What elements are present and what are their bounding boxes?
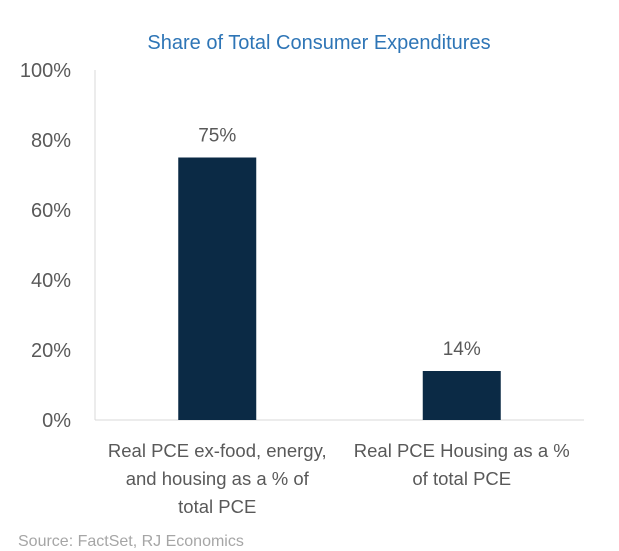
y-axis-ticks: 0% 20% 40% 60% 80% 100% xyxy=(20,60,71,432)
data-labels: 75% 14% xyxy=(198,126,481,361)
data-label: 75% xyxy=(198,126,236,147)
bar xyxy=(178,157,257,420)
x-axis-labels: Real PCE ex-food, energy, and housing as … xyxy=(108,440,570,517)
bars xyxy=(178,157,501,420)
chart-title: Share of Total Consumer Expenditures xyxy=(147,32,490,54)
y-tick-label: 0% xyxy=(42,410,71,432)
y-tick-label: 20% xyxy=(31,340,71,362)
category-label: Real PCE Housing as a % of total PCE xyxy=(354,440,570,489)
bar xyxy=(422,371,501,420)
y-tick-label: 100% xyxy=(20,60,71,82)
data-label: 14% xyxy=(443,339,481,360)
source-note: Source: FactSet, RJ Economics xyxy=(18,533,244,550)
y-tick-label: 60% xyxy=(31,200,71,222)
y-tick-label: 40% xyxy=(31,270,71,292)
category-label: Real PCE ex-food, energy, and housing as … xyxy=(108,440,327,517)
y-tick-label: 80% xyxy=(31,130,71,152)
